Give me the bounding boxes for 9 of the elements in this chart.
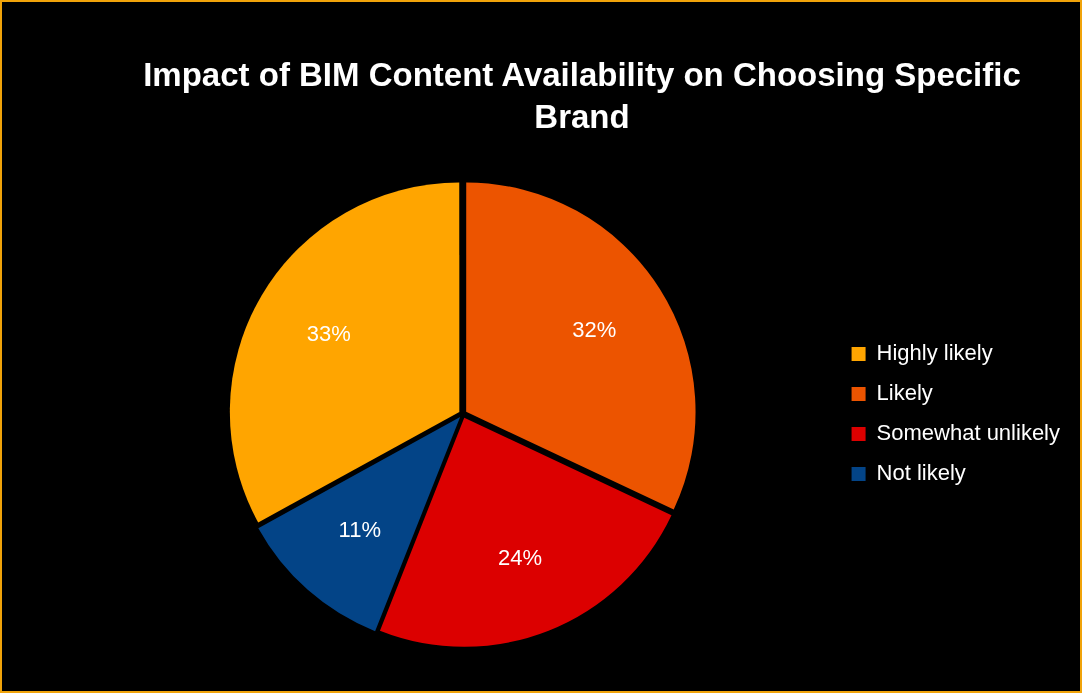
data-label: 11% [338,516,382,542]
legend-label: Somewhat unlikely [876,420,1061,446]
legend-label: Highly likely [876,340,993,366]
data-label: 33% [306,320,351,346]
data-label: 24% [498,544,543,570]
data-label: 32% [572,316,617,342]
chart-title: Impact of BIM Content Availability on Choosing Specific Brand [142,55,1022,137]
legend-label: Not likely [876,460,966,486]
legend-label: Likely [876,380,933,406]
